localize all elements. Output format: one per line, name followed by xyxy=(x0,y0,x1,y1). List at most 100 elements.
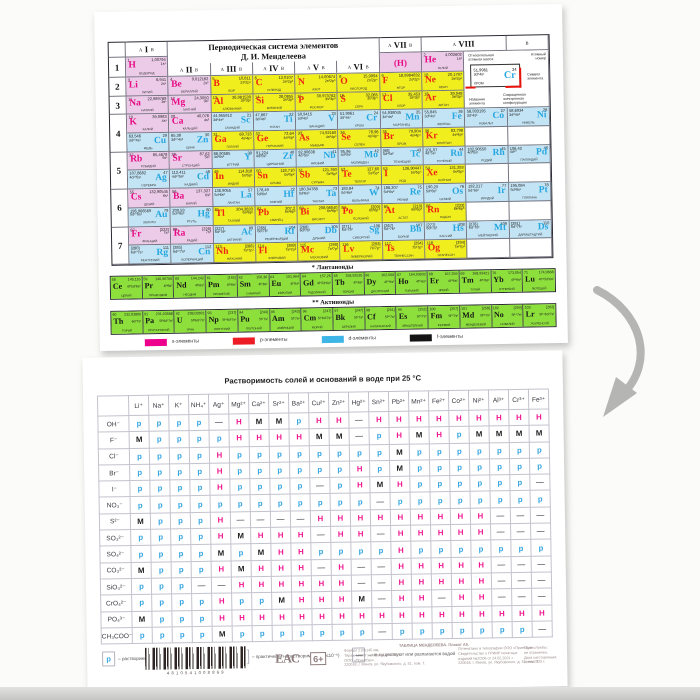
solubility-cell: р xyxy=(129,464,150,481)
solubility-cell: р xyxy=(169,447,190,464)
element-Og: 118 [294] 7s²7p⁶ Og ОГАНЕСОН xyxy=(425,239,468,260)
sol-corner xyxy=(97,395,129,417)
element-Ac: 89 [227] 6d¹7s² Ac АКТИНИЙ xyxy=(213,224,257,245)
cation-header: Ni²⁺ xyxy=(468,389,489,411)
solubility-cell: Н xyxy=(528,408,550,426)
anion-header: I⁻ xyxy=(98,480,131,498)
legend-name-label: Название элемента xyxy=(469,97,486,106)
solubility-cell: М xyxy=(351,591,372,608)
empty-cell xyxy=(466,164,509,184)
element-Po: 84 [209] 6s²6p⁴ Po ПОЛОНИЙ xyxy=(339,203,383,224)
solubility-cell: р xyxy=(131,578,152,595)
solubility-cell: — xyxy=(510,523,531,540)
solubility-cell: р xyxy=(191,560,212,578)
solubility-cell: р xyxy=(269,461,290,479)
solubility-cell: Н xyxy=(210,528,231,545)
period-2: 2 xyxy=(109,77,127,97)
block-legend-d-элементы: d-элементы xyxy=(321,335,376,344)
solubility-cell: М xyxy=(250,543,272,561)
element-Ts: 117 [294] 7s²7p⁵ Ts ТЕННЕССИН xyxy=(382,240,426,260)
element-Fl: 114 [289] 7s²7p² Fl ФЛЕРОВИЙ xyxy=(256,242,299,263)
element-Cm: 96 [247] 5f⁷6d¹7s² Cm КЮРИЙ xyxy=(301,307,334,331)
solubility-cell: р xyxy=(369,427,390,445)
solubility-cell: — xyxy=(230,511,251,529)
element-Cl: 17 35,453 3s²3p⁵ Cl ХЛОР xyxy=(380,91,423,111)
solubility-cell: М xyxy=(268,413,290,430)
solubility-cell: р xyxy=(370,541,392,559)
element-Pb: 82 207,2 6s²6p² Pb СВИНЕЦ xyxy=(255,205,298,225)
period-3: 3 xyxy=(109,96,127,116)
sol-legend-item: р – растворимые xyxy=(102,651,151,667)
element-Rh: 45 102,90550 4d⁸5s¹ Rh РОДИЙ xyxy=(465,145,509,166)
solubility-cell: р xyxy=(472,621,493,639)
element-Kr: 36 83,798 4s²4p⁶ Kr КРИПТОН xyxy=(423,127,466,148)
cation-header: K⁺ xyxy=(168,394,189,415)
solubility-cell: М xyxy=(248,413,270,430)
element-Te: 52 127,60 5s²5p⁴ Te ТЕЛЛУР xyxy=(339,166,382,186)
solubility-cell: М xyxy=(329,428,350,446)
block-legend: s-элементы р-элементы d-элементы f-элементы xyxy=(111,332,557,347)
element-Nd: 60 144,242 4f⁴6s² Nd НЕОДИМ xyxy=(174,275,207,299)
solubility-cell: р xyxy=(469,458,490,476)
solubility-cell: р xyxy=(269,478,291,495)
solubility-cell: р xyxy=(492,621,513,639)
cation-header: Na⁺ xyxy=(148,394,169,416)
solubility-cell: Н xyxy=(231,609,253,626)
element-Cn: 112 [285] 6d¹⁰7s² Cn КОПЕРНИЦИЙ xyxy=(171,244,215,264)
periodic-title-block: Периодическая система элементов Д. И. Мен… xyxy=(167,38,380,77)
solubility-cell: р xyxy=(369,444,390,461)
legend-number-label: Атомный номер xyxy=(530,52,546,61)
cation-header: Mn²⁺ xyxy=(408,390,429,412)
solubility-cell: Н xyxy=(211,560,232,578)
element-Db: 105 [268] 6d³7s² Db ДУБНИЙ xyxy=(297,223,341,243)
element-Fm: 100 [257] 5f¹²7s² Fm ФЕРМИЙ xyxy=(428,305,461,329)
solubility-cell: р xyxy=(171,561,192,578)
element-Tm: 69 168,93421 4f¹³6s² Tm ТУЛИЙ xyxy=(459,270,492,294)
solubility-cell: Н xyxy=(491,605,513,622)
solubility-cell: — xyxy=(510,507,531,524)
solubility-cell: р xyxy=(130,545,152,563)
solubility-cell: Н xyxy=(328,412,350,429)
solubility-cell: Н xyxy=(271,608,293,626)
solubility-cell: р xyxy=(429,443,450,460)
element-Ar: 18 39,948 3s²3p⁶ Ar АРГОН xyxy=(422,90,466,110)
solubility-cell: — xyxy=(250,511,271,528)
solubility-cell: Н xyxy=(250,527,271,545)
cation-header: Co²⁺ xyxy=(448,390,469,411)
solubility-cell: р xyxy=(509,474,531,492)
cation-header: Li⁺ xyxy=(128,395,149,416)
element-Sr: 38 87,62 5s² Sr СТРОНЦИЙ xyxy=(169,150,213,171)
solubility-cell: р xyxy=(189,430,210,448)
solubility-cell: — xyxy=(530,523,551,540)
element-Al: 13 26,981539 3s²3p¹ Al АЛЮМИНИЙ xyxy=(211,94,254,114)
solubility-cell: р xyxy=(171,593,192,611)
solubility-cell: Н xyxy=(430,508,451,525)
element-Cu: 29 63,546 3d¹⁰4s¹ Cu МЕДЬ xyxy=(127,132,170,153)
solubility-cell: Н xyxy=(430,524,451,542)
sol-legend-key: р xyxy=(102,651,116,667)
solubility-cell: р xyxy=(148,414,170,432)
solubility-cell: р xyxy=(250,494,271,512)
element-Tc: 43 [98] 4d⁵5s² Tc ТЕХНЕЦИЙ xyxy=(381,147,424,167)
solubility-cell: Н xyxy=(531,604,553,622)
solubility-cell: р xyxy=(529,457,550,475)
periodic-grid: А I В Периодическая система элементов Д. И. … xyxy=(107,34,554,266)
solubility-cell: р xyxy=(170,528,191,546)
solubility-cell: р xyxy=(429,475,451,493)
element-In: 49 114,818 5s²5p¹ In ИНДИЙ xyxy=(212,168,256,189)
solubility-cell: р xyxy=(289,461,310,479)
solubility-cell: р xyxy=(171,577,192,595)
solubility-cell: — xyxy=(491,556,512,573)
element-Lr: 103 [262] 5f¹⁴6d¹7s² Lr ЛОУРЕНСИЙ xyxy=(523,303,556,327)
solubility-cell: — xyxy=(511,572,532,589)
cation-header: Fe²⁺ xyxy=(428,390,449,411)
element-P: 15 30,973762 3s²3p³ P ФОСФОР xyxy=(295,92,339,112)
solubility-cell: р xyxy=(489,474,511,492)
element-H: 1 1,00794 1s¹ H ВОДОРОД xyxy=(125,56,169,78)
solubility-cell: р xyxy=(129,447,150,465)
solubility-cell: р xyxy=(169,430,190,448)
solubility-cell: р xyxy=(490,539,512,557)
solubility-cell: р xyxy=(349,444,370,461)
element-Yb: 70 173,054 4f¹⁴6s² Yb ИТТЕРБИЙ xyxy=(491,270,524,293)
solubility-cell: р xyxy=(288,412,310,430)
